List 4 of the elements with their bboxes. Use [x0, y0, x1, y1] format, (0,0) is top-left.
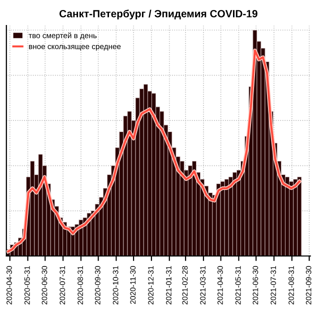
chart-title: Санкт-Петербург / Эпидемия COVID-19 — [59, 10, 258, 20]
bar — [180, 160, 184, 256]
bar — [297, 176, 302, 256]
bar — [224, 178, 229, 256]
